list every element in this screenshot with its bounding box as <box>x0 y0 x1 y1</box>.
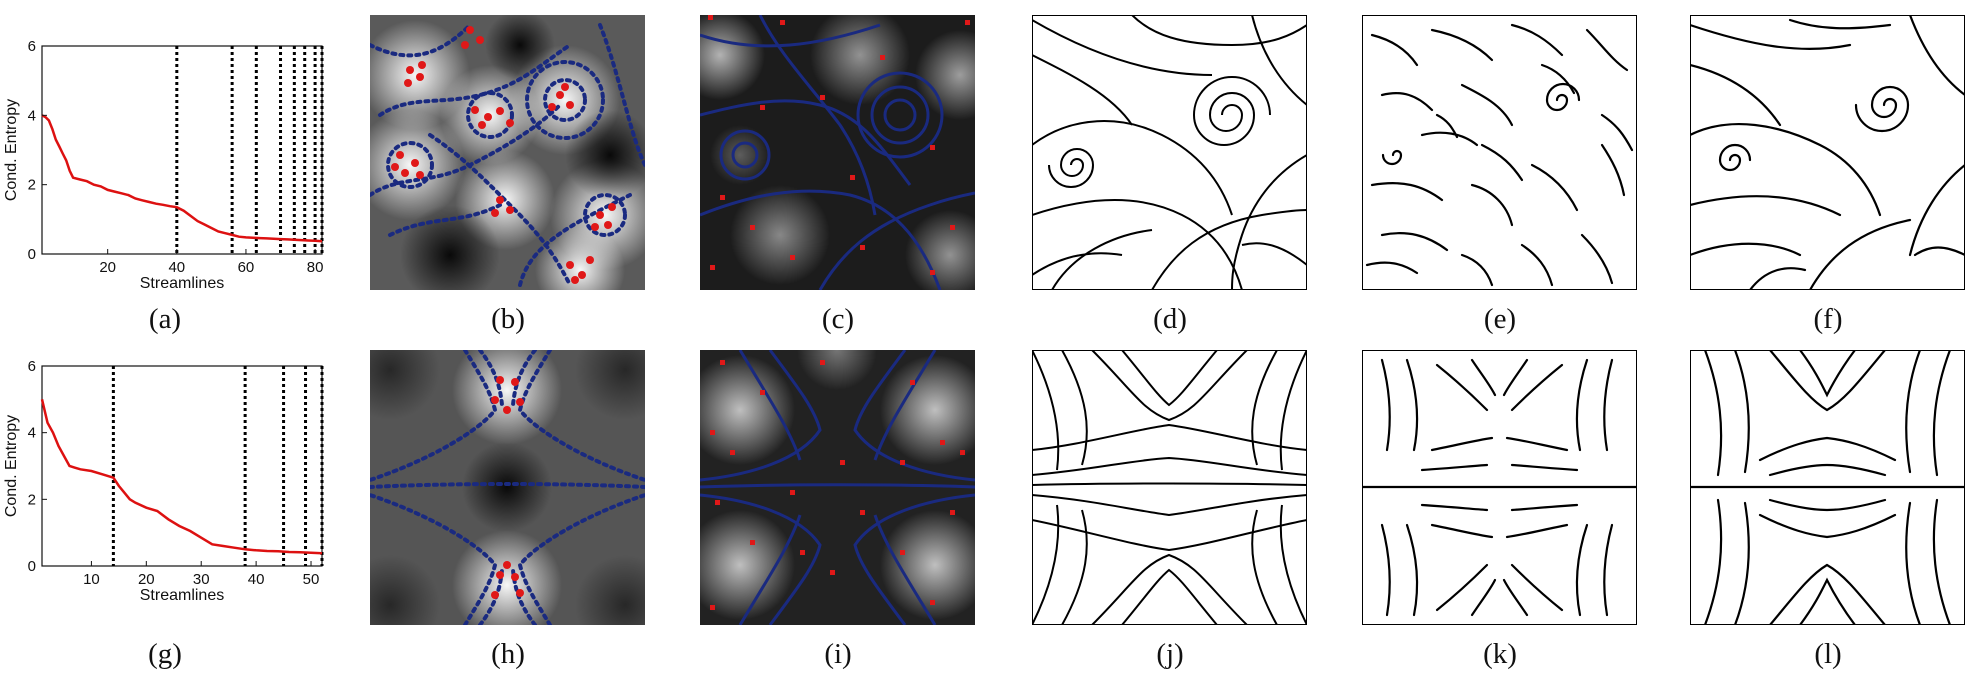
density-field-h <box>370 350 645 625</box>
caption-b: (b) <box>491 303 525 335</box>
caption-i: (i) <box>824 638 852 670</box>
plot-frame <box>41 45 323 255</box>
x-tick-label-2: 30 <box>193 571 210 588</box>
y-tick-label-0: 0 <box>28 246 36 263</box>
caption-d: (d) <box>1153 303 1187 335</box>
caption-a: (a) <box>148 303 182 335</box>
x-tick-label-4: 50 <box>303 571 320 588</box>
density-field-i <box>700 350 975 625</box>
y-tick-label-3: 6 <box>28 360 36 375</box>
caption-h: (h) <box>491 638 525 670</box>
x-tick-label-0: 10 <box>83 571 100 588</box>
x-tick-label-2: 60 <box>238 259 255 276</box>
y-axis-label: Cond. Entropy <box>3 99 20 201</box>
entropy-chart-g: 10 20 30 40 50 0 2 4 6 Streamlines Cond. Entropy <box>3 360 324 600</box>
streamlines-l <box>1690 350 1965 625</box>
y-tick-label-3: 6 <box>28 38 36 55</box>
density-field-b <box>370 15 645 290</box>
y-tick-label-2: 4 <box>28 107 36 124</box>
caption-g: (g) <box>148 638 182 670</box>
density-field-c <box>700 15 975 290</box>
x-tick-label-0: 20 <box>99 259 116 276</box>
x-axis-label: Streamlines <box>140 275 224 292</box>
x-axis-label: Streamlines <box>140 587 224 600</box>
streamlines-f <box>1690 15 1965 290</box>
streamlines-k <box>1362 350 1637 625</box>
caption-j: (j) <box>1156 638 1184 670</box>
x-tick-label-3: 40 <box>248 571 265 588</box>
y-tick-label-1: 2 <box>28 491 36 508</box>
caption-k: (k) <box>1483 638 1517 670</box>
y-axis-label: Cond. Entropy <box>3 415 20 517</box>
caption-e: (e) <box>1483 303 1517 335</box>
x-tick-label-1: 40 <box>168 259 185 276</box>
caption-l: (l) <box>1814 638 1842 670</box>
y-tick-label-0: 0 <box>28 558 36 575</box>
streamlines-d <box>1032 15 1307 290</box>
plot-frame <box>41 365 323 567</box>
x-tick-label-3: 80 <box>307 259 324 276</box>
entropy-curve <box>41 114 323 243</box>
caption-f: (f) <box>1813 303 1843 335</box>
caption-c: (c) <box>821 303 855 335</box>
streamlines-j <box>1032 350 1307 625</box>
entropy-curve <box>40 399 323 555</box>
y-tick-label-1: 2 <box>28 177 36 194</box>
x-tick-label-1: 20 <box>138 571 155 588</box>
y-tick-label-2: 4 <box>28 425 36 442</box>
streamlines-e <box>1362 15 1637 290</box>
entropy-chart-a: 20 40 60 80 0 2 4 6 Streamlines Cond. Entropy <box>3 38 324 292</box>
